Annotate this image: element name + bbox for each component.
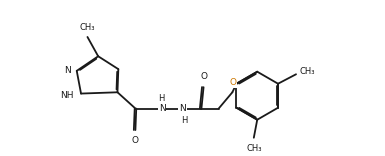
Text: N: N <box>159 104 166 113</box>
Text: H: H <box>158 94 164 103</box>
Text: N: N <box>179 104 186 113</box>
Text: CH₃: CH₃ <box>246 144 261 153</box>
Text: NH: NH <box>60 91 73 100</box>
Text: N: N <box>64 66 71 75</box>
Text: O: O <box>131 136 138 145</box>
Text: CH₃: CH₃ <box>300 67 315 76</box>
Text: H: H <box>181 116 187 125</box>
Text: CH₃: CH₃ <box>80 23 95 32</box>
Text: O: O <box>230 78 237 87</box>
Text: O: O <box>200 72 207 81</box>
